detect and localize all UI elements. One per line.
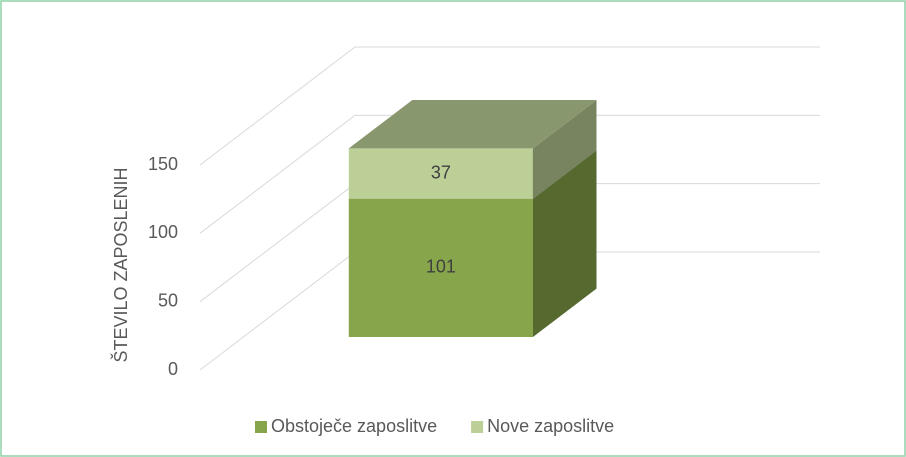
grid-line (199, 46, 820, 166)
bar-front (348, 148, 533, 199)
legend-swatch (255, 421, 267, 433)
y-axis-label: ŠTEVILO ZAPOSLENIH (110, 167, 131, 362)
bar-side (532, 99, 597, 199)
data-label: 37 (431, 162, 451, 182)
legend-label: Obstoječe zaposlitve (271, 416, 437, 436)
bar-side (532, 150, 597, 337)
y-tick-label: 50 (158, 290, 178, 310)
y-tick-label: 100 (148, 222, 178, 242)
grid-line (199, 114, 820, 234)
y-tick-label: 0 (168, 359, 178, 379)
legend-swatch (471, 421, 484, 433)
data-label: 101 (426, 257, 456, 277)
bar-front (348, 198, 533, 337)
bar-top (348, 99, 597, 149)
y-tick-label: 150 (148, 154, 178, 174)
legend-label: Nove zaposlitve (487, 416, 614, 436)
